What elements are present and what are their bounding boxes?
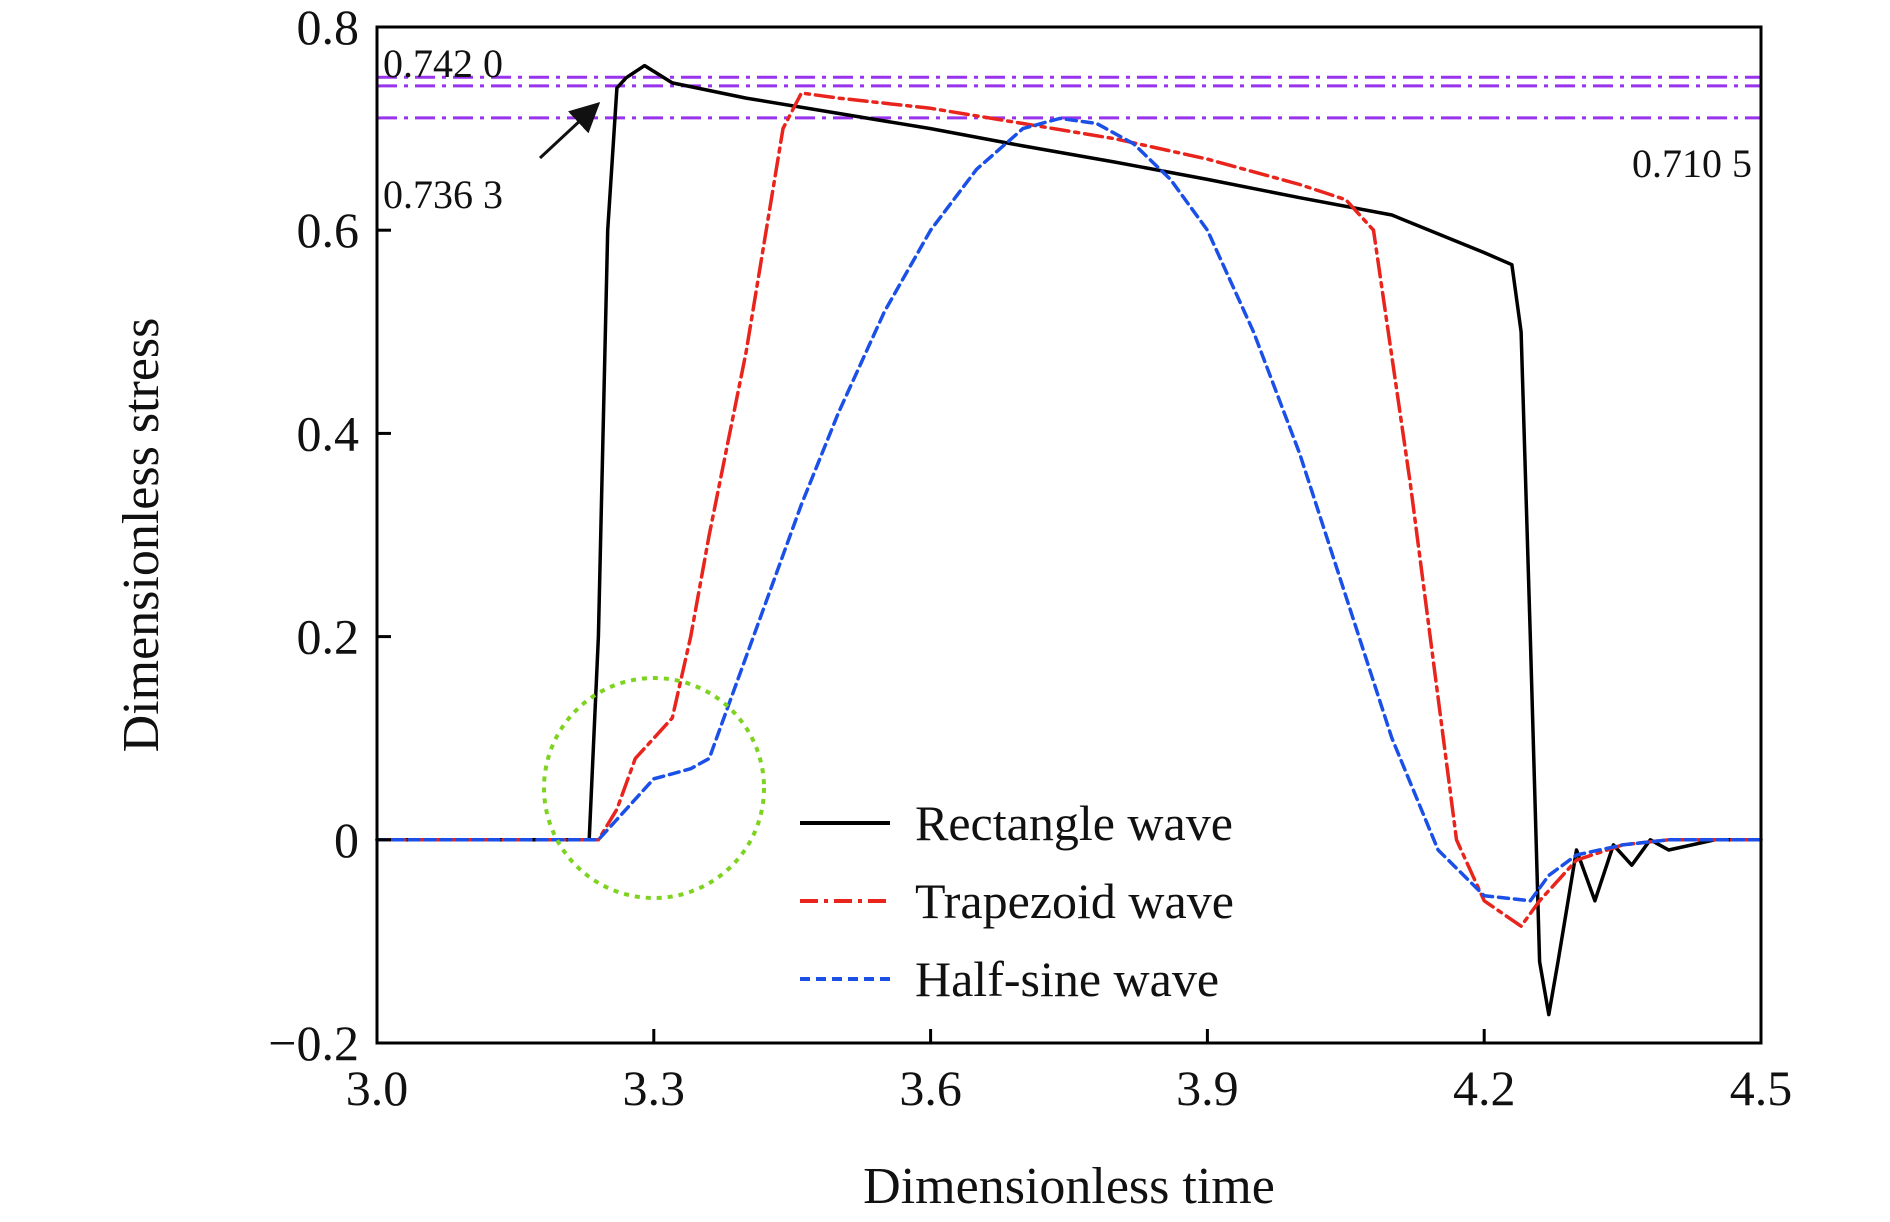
legend: Rectangle wave Trapezoid wave Half-sine …	[800, 795, 1234, 1007]
legend-label-rectangle: Rectangle wave	[915, 795, 1233, 851]
x-tick-label: 3.3	[623, 1060, 686, 1116]
legend-label-halfsine: Half-sine wave	[915, 951, 1219, 1007]
y-tick-label: 0.2	[297, 609, 360, 665]
annotation-arrow	[538, 101, 601, 160]
annotation-07105: 0.710 5	[1632, 141, 1752, 186]
series-line-2	[375, 116, 1763, 903]
y-axis-title: Dimensionless stress	[113, 318, 170, 753]
series-layer	[375, 63, 1763, 1017]
highlight-circle	[542, 676, 766, 900]
series-line-1	[375, 91, 1763, 928]
x-tick-label: 3.0	[346, 1060, 409, 1116]
x-tick-label: 4.2	[1453, 1060, 1516, 1116]
annotation-07363: 0.736 3	[383, 172, 503, 217]
legend-label-trapezoid: Trapezoid wave	[915, 873, 1234, 929]
x-axis-title: Dimensionless time	[863, 1158, 1275, 1215]
reference-lines	[377, 75, 1761, 120]
y-tick-label: 0	[334, 812, 359, 868]
axis-ticks	[375, 25, 1763, 1045]
tick-labels: 3.0 3.3 3.6 3.9 4.2 4.5 −0.2 0 0.2 0.4 0.6 0.8	[268, 0, 1792, 1116]
y-tick-label: −0.2	[268, 1015, 359, 1071]
y-tick-label: 0.6	[297, 202, 360, 258]
plot-frame	[375, 25, 1763, 1045]
series-line-0	[375, 63, 1763, 1017]
y-tick-label: 0.8	[297, 0, 360, 55]
x-tick-label: 3.6	[899, 1060, 962, 1116]
y-tick-label: 0.4	[297, 405, 360, 461]
x-tick-label: 4.5	[1730, 1060, 1793, 1116]
x-tick-label: 3.9	[1176, 1060, 1239, 1116]
annotation-0742: 0.742 0	[383, 41, 503, 86]
